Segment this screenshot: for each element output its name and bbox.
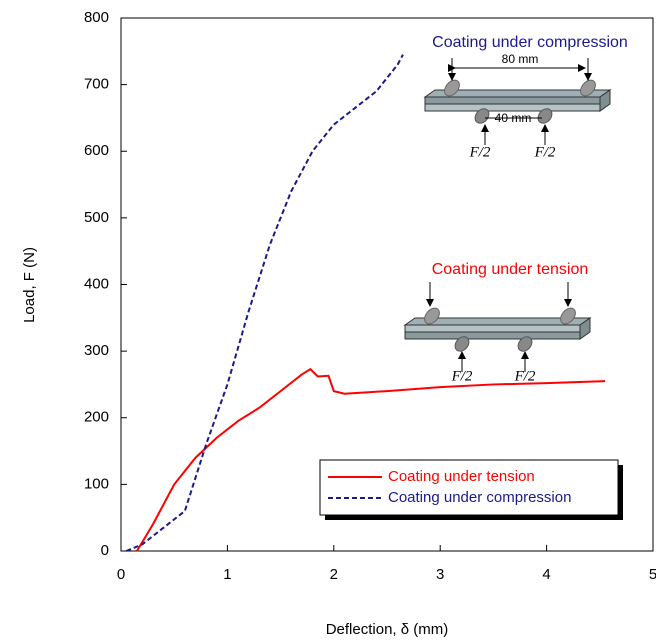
legend <box>319 459 619 516</box>
x-tick-label: 4 <box>542 566 550 583</box>
x-tick-label: 1 <box>223 566 231 583</box>
y-tick-label: 800 <box>84 9 109 26</box>
y-tick-label: 400 <box>84 275 109 292</box>
annotation: Coating under compression <box>432 34 628 51</box>
y-tick-label: 0 <box>101 542 109 559</box>
tension-diagram <box>403 282 592 372</box>
compression-diagram <box>423 58 612 145</box>
x-axis-label: Deflection, δ (mm) <box>326 621 449 638</box>
legend-label: Coating under compression <box>388 489 571 506</box>
x-tick-label: 5 <box>649 566 656 583</box>
y-tick-label: 600 <box>84 142 109 159</box>
y-tick-label: 500 <box>84 209 109 226</box>
annotation: F/2 <box>451 368 473 384</box>
annotation: F/2 <box>534 144 556 160</box>
y-tick-label: 300 <box>84 342 109 359</box>
annotation: 80 mm <box>502 52 539 66</box>
data-line <box>125 54 404 552</box>
x-tick-label: 0 <box>117 566 125 583</box>
legend-label: Coating under tension <box>388 468 535 485</box>
annotation: Coating under tension <box>432 261 589 278</box>
x-tick-label: 2 <box>330 566 338 583</box>
y-tick-label: 700 <box>84 76 109 93</box>
annotation: F/2 <box>469 144 491 160</box>
x-tick-label: 3 <box>436 566 444 583</box>
annotation: 40 mm <box>495 111 532 125</box>
y-tick-label: 100 <box>84 475 109 492</box>
data-line <box>136 367 606 552</box>
annotation: F/2 <box>514 368 536 384</box>
y-tick-label: 200 <box>84 409 109 426</box>
y-axis-label: Load, F (N) <box>21 247 38 323</box>
